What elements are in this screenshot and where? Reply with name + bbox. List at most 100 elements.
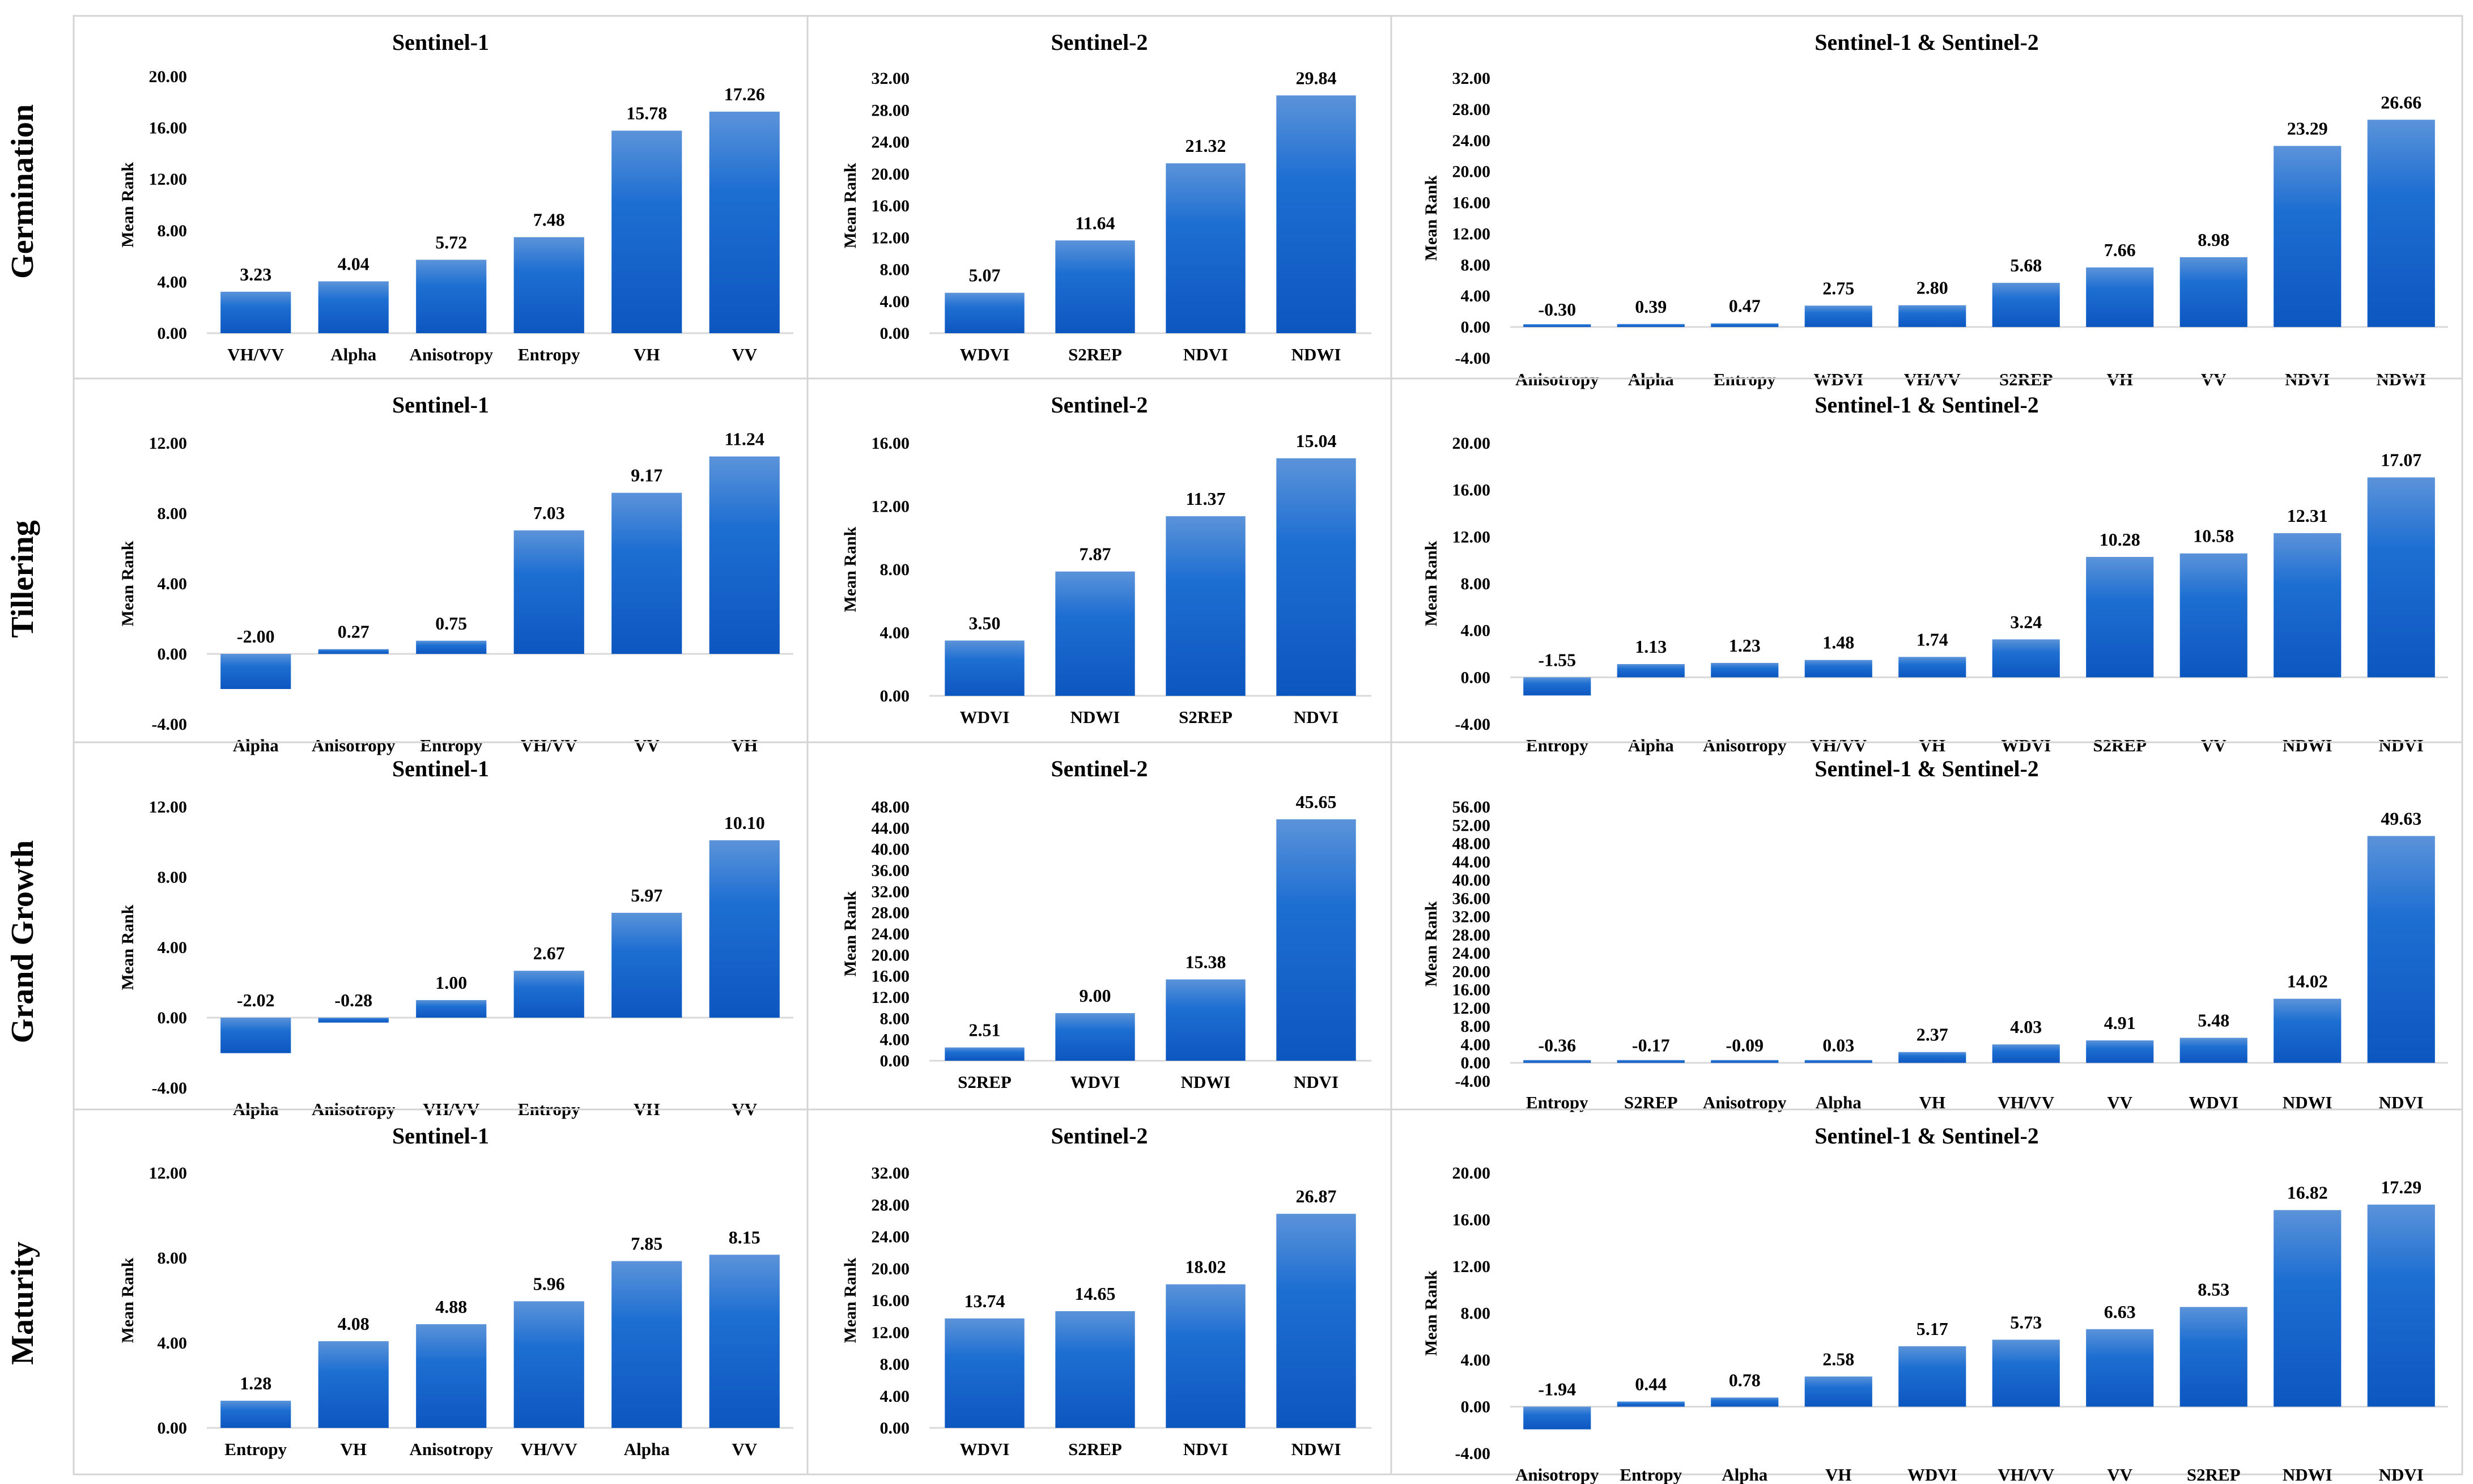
bar-anisotropy [1523,1406,1591,1430]
chart-title: Sentinel-1 & Sentinel-2 [1815,756,2039,781]
bar-entropy [220,1401,291,1428]
bar-vv [2179,257,2247,328]
value-label-ndwi: 15.38 [1185,951,1226,972]
y-tick-label: 32.00 [872,1164,910,1183]
value-label-s2rep: 2.51 [969,1020,1001,1040]
chart-panel-tillering-s1: Sentinel-1 Mean Rank -4.00 0.00 4.00 8.00 12.0… [73,377,809,755]
bar-vv [709,840,780,1018]
y-tick-label: 8.00 [1461,575,1491,593]
y-tick-label: 4.00 [880,1031,910,1049]
category-label-s2rep: S2REP [958,1072,1012,1092]
row-label-grand-growth: Grand Growth [5,840,40,1043]
bar-vh [709,456,780,654]
value-label-s2rep: -0.17 [1632,1035,1670,1056]
category-label-ndwi: NDWI [1181,1072,1231,1092]
value-label-vv: 8.15 [729,1227,760,1247]
category-label-anisotropy: Anisotropy [1703,735,1787,755]
value-label-vh-vv: 1.48 [1822,632,1854,653]
value-label-vv: 17.26 [724,84,765,104]
y-tick-label: 0.00 [158,1009,188,1027]
category-label-wdvi: WDVI [2001,735,2051,755]
y-tick-label: 8.00 [1461,256,1491,274]
bar-wdvi [945,640,1025,696]
y-tick-label: 28.00 [872,101,910,120]
y-axis-title: Mean Rank [1422,541,1441,626]
chart-panel-maturity-s2: Sentinel-2 Mean Rank 0.00 4.00 8.00 12.00 16.0… [806,1108,1392,1476]
value-label-vh-vv: 4.03 [2010,1017,2042,1037]
bar-vv [2086,1040,2154,1063]
value-label-entropy: 0.47 [1729,296,1761,316]
value-label-vh: 2.58 [1822,1349,1854,1369]
category-label-s2rep: S2REP [2093,735,2147,755]
y-tick-label: 56.00 [1452,798,1491,817]
y-tick-label: 24.00 [872,133,910,152]
y-tick-label: 28.00 [1452,926,1491,945]
value-label-entropy: -1.55 [1538,649,1576,670]
y-tick-label: -4.00 [1455,349,1491,368]
category-label-vh: VH [732,735,758,755]
category-label-alpha: Alpha [330,345,376,364]
bar-alpha [220,654,291,689]
y-tick-label: 48.00 [1452,835,1491,853]
category-label-anisotropy: Anisotropy [1515,1465,1599,1484]
panel-frame [1390,1108,2463,1476]
y-axis-title: Mean Rank [118,904,137,990]
y-tick-label: 32.00 [872,69,910,88]
bar-entropy [416,640,487,654]
bar-s2rep [1055,240,1135,333]
category-label-ndwi: NDWI [1291,1439,1341,1459]
bar-alpha [220,1018,291,1053]
chart-title: Sentinel-1 & Sentinel-2 [1815,1123,2039,1149]
y-tick-label: -4.00 [1455,1444,1491,1463]
y-tick-label: 8.00 [1461,1304,1491,1323]
y-tick-label: 12.00 [149,1164,188,1183]
y-tick-label: 20.00 [1452,434,1491,453]
category-label-ndwi: NDWI [2283,1465,2332,1484]
bar-ndvi [2367,477,2435,678]
y-tick-label: 24.00 [1452,131,1491,150]
category-label-vh: VH [1919,735,1946,755]
value-label-alpha: 7.85 [631,1234,662,1254]
value-label-vv: 10.58 [2193,526,2234,546]
category-label-ndvi: NDVI [1294,1072,1339,1092]
value-label-vh: 11.24 [725,429,764,449]
y-axis-title: Mean Rank [841,163,860,248]
value-label-entropy: 2.67 [533,943,565,963]
value-label-wdvi: 2.75 [1822,278,1854,298]
bar-vh-vv [1898,305,1966,328]
y-tick-label: 28.00 [1452,100,1491,119]
y-tick-label: 4.00 [1461,622,1491,640]
bar-ndwi [1055,571,1135,696]
chart-title: Sentinel-1 & Sentinel-2 [1815,392,2039,418]
y-tick-label: -4.00 [152,1079,188,1098]
category-label-vh-vv: VH/VV [521,735,578,755]
bar-ndwi [2274,1210,2342,1407]
bar-alpha [1804,1060,1872,1063]
value-label-ndvi: 21.32 [1185,135,1226,156]
value-label-vv: 6.63 [2104,1302,2136,1322]
y-axis-title: Mean Rank [841,1257,860,1343]
y-tick-label: 8.00 [1461,1017,1491,1036]
category-label-vv: VV [2201,735,2226,755]
chart-title: Sentinel-2 [1051,392,1148,418]
category-label-vh-vv: VH/VV [1998,1465,2055,1484]
value-label-ndvi: 15.04 [1296,431,1337,451]
value-label-wdvi: 3.50 [969,613,1001,633]
bar-vh-vv [1804,660,1872,678]
value-label-alpha: 0.39 [1635,296,1667,317]
value-label-alpha: -2.00 [237,626,275,647]
chart-title: Sentinel-1 [392,29,489,55]
y-tick-label: 8.00 [158,222,188,240]
bar-anisotropy [416,260,487,333]
bar-entropy [513,237,584,333]
panel-frame [73,377,809,743]
y-tick-label: 32.00 [1452,69,1491,88]
y-tick-label: 4.00 [158,575,188,593]
value-label-alpha: 0.03 [1822,1035,1854,1055]
category-label-vv: VV [634,735,660,755]
bar-wdvi [2179,1037,2247,1063]
value-label-wdvi: 5.07 [969,265,1001,286]
bar-wdvi [1992,639,2060,678]
bar-wdvi [1898,1346,1966,1407]
value-label-vh-vv: 1.00 [435,972,467,993]
